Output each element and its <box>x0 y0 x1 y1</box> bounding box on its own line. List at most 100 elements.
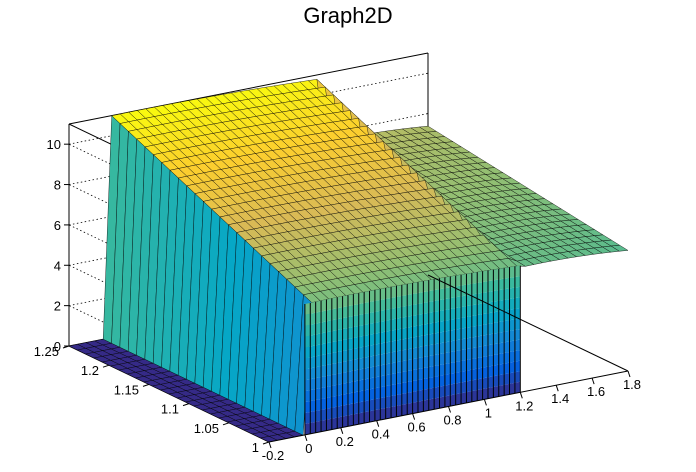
front-wall-cell <box>466 273 472 285</box>
front-wall-cell <box>412 325 418 338</box>
front-wall-cell <box>423 291 429 303</box>
front-wall-cell <box>342 371 348 384</box>
front-wall-cell <box>498 353 505 365</box>
front-wall-cell <box>385 396 392 409</box>
front-wall-cell <box>461 295 467 308</box>
front-wall-cell <box>423 323 429 336</box>
front-wall-cell <box>310 323 316 336</box>
front-wall-cell <box>391 394 397 407</box>
front-wall-cell <box>412 303 418 316</box>
front-wall-cell <box>315 377 322 390</box>
front-wall-cell <box>434 343 440 356</box>
front-wall-cell <box>498 374 505 386</box>
front-wall-cell <box>455 371 462 384</box>
front-wall-cell <box>396 372 402 385</box>
front-wall-cell <box>385 406 392 419</box>
x-tick-label: 1.4 <box>551 391 569 406</box>
front-wall-cell <box>374 321 381 334</box>
front-wall-cell <box>417 292 424 304</box>
front-wall-cell <box>321 419 327 432</box>
front-wall-cell <box>509 372 515 384</box>
front-wall-cell <box>396 306 402 319</box>
front-wall-cell <box>434 321 440 334</box>
front-wall-cell <box>342 327 348 340</box>
front-wall-cell <box>417 368 424 380</box>
front-wall-cell <box>444 308 451 321</box>
front-wall-cell <box>493 300 499 313</box>
front-wall-cell <box>514 307 521 320</box>
front-wall-cell <box>434 375 440 388</box>
front-wall-cell <box>504 299 510 311</box>
x-tick-mark <box>340 427 344 434</box>
front-wall-cell <box>304 412 311 424</box>
front-wall-cell <box>353 413 359 426</box>
front-wall-cell <box>391 362 397 375</box>
front-wall-cell <box>444 341 451 354</box>
front-wall-cell <box>364 411 370 424</box>
front-wall-cell <box>477 389 483 401</box>
front-wall-cell <box>455 285 462 298</box>
z-tick-label: 8 <box>54 178 61 193</box>
front-wall-cell <box>461 381 467 394</box>
front-wall-cell <box>358 292 365 305</box>
front-wall-cell <box>466 315 472 328</box>
front-wall-cell <box>493 343 499 355</box>
front-wall-cell <box>331 297 338 310</box>
front-wall-cell <box>358 412 365 425</box>
front-wall-cell <box>369 388 375 401</box>
front-wall-cell <box>466 358 472 371</box>
front-wall-cell <box>380 287 386 300</box>
front-wall-cell <box>482 313 488 325</box>
front-wall-cell <box>331 384 338 397</box>
y-tick-mark <box>262 441 270 445</box>
front-wall-cell <box>369 289 375 302</box>
z-tick-label: 2 <box>54 299 61 314</box>
front-wall-cell <box>434 289 440 301</box>
front-wall-cell <box>471 325 478 338</box>
front-wall-cell <box>407 304 413 317</box>
front-wall-cell <box>498 299 505 312</box>
front-wall-cell <box>514 371 521 383</box>
front-wall-cell <box>417 324 424 337</box>
front-wall-cell <box>487 386 494 399</box>
front-wall-cell <box>423 399 429 412</box>
front-wall-cell <box>380 309 386 322</box>
front-wall-cell <box>347 370 354 383</box>
front-wall-cell <box>391 384 397 397</box>
front-wall-cell <box>374 343 381 356</box>
front-wall-cell <box>391 285 397 298</box>
front-wall-cell <box>461 349 467 361</box>
front-wall-cell <box>315 420 322 433</box>
front-wall-cell <box>321 365 327 378</box>
front-wall-cell <box>321 332 327 345</box>
front-wall-cell <box>353 358 359 371</box>
front-wall-cell <box>380 342 386 355</box>
front-wall-cell <box>514 328 521 341</box>
front-wall-cell <box>477 346 483 358</box>
front-wall-cell <box>498 321 505 333</box>
x-tick-mark <box>448 406 451 413</box>
front-wall-cell <box>428 376 435 389</box>
front-wall-cell <box>342 338 348 351</box>
front-wall-cell <box>498 363 505 376</box>
front-wall-cell <box>310 356 316 369</box>
front-wall-cell <box>439 342 445 355</box>
front-wall-cell <box>504 330 510 343</box>
front-wall-cell <box>310 334 316 347</box>
front-wall-cell <box>321 386 327 399</box>
front-wall-cell <box>493 311 499 323</box>
front-wall-cell <box>331 362 338 375</box>
front-wall-cell <box>364 367 370 380</box>
front-wall-cell <box>407 315 413 328</box>
front-wall-cell <box>331 319 338 332</box>
front-wall-cell <box>304 313 311 326</box>
front-wall-cell <box>385 308 392 321</box>
front-wall-cell <box>509 361 515 374</box>
front-wall-cell <box>412 369 418 381</box>
front-wall-cell <box>444 287 451 300</box>
front-wall-cell <box>391 307 397 320</box>
front-wall-cell <box>477 303 483 316</box>
front-wall-cell <box>337 339 343 352</box>
front-wall-cell <box>396 317 402 330</box>
front-wall-cell <box>391 318 397 331</box>
